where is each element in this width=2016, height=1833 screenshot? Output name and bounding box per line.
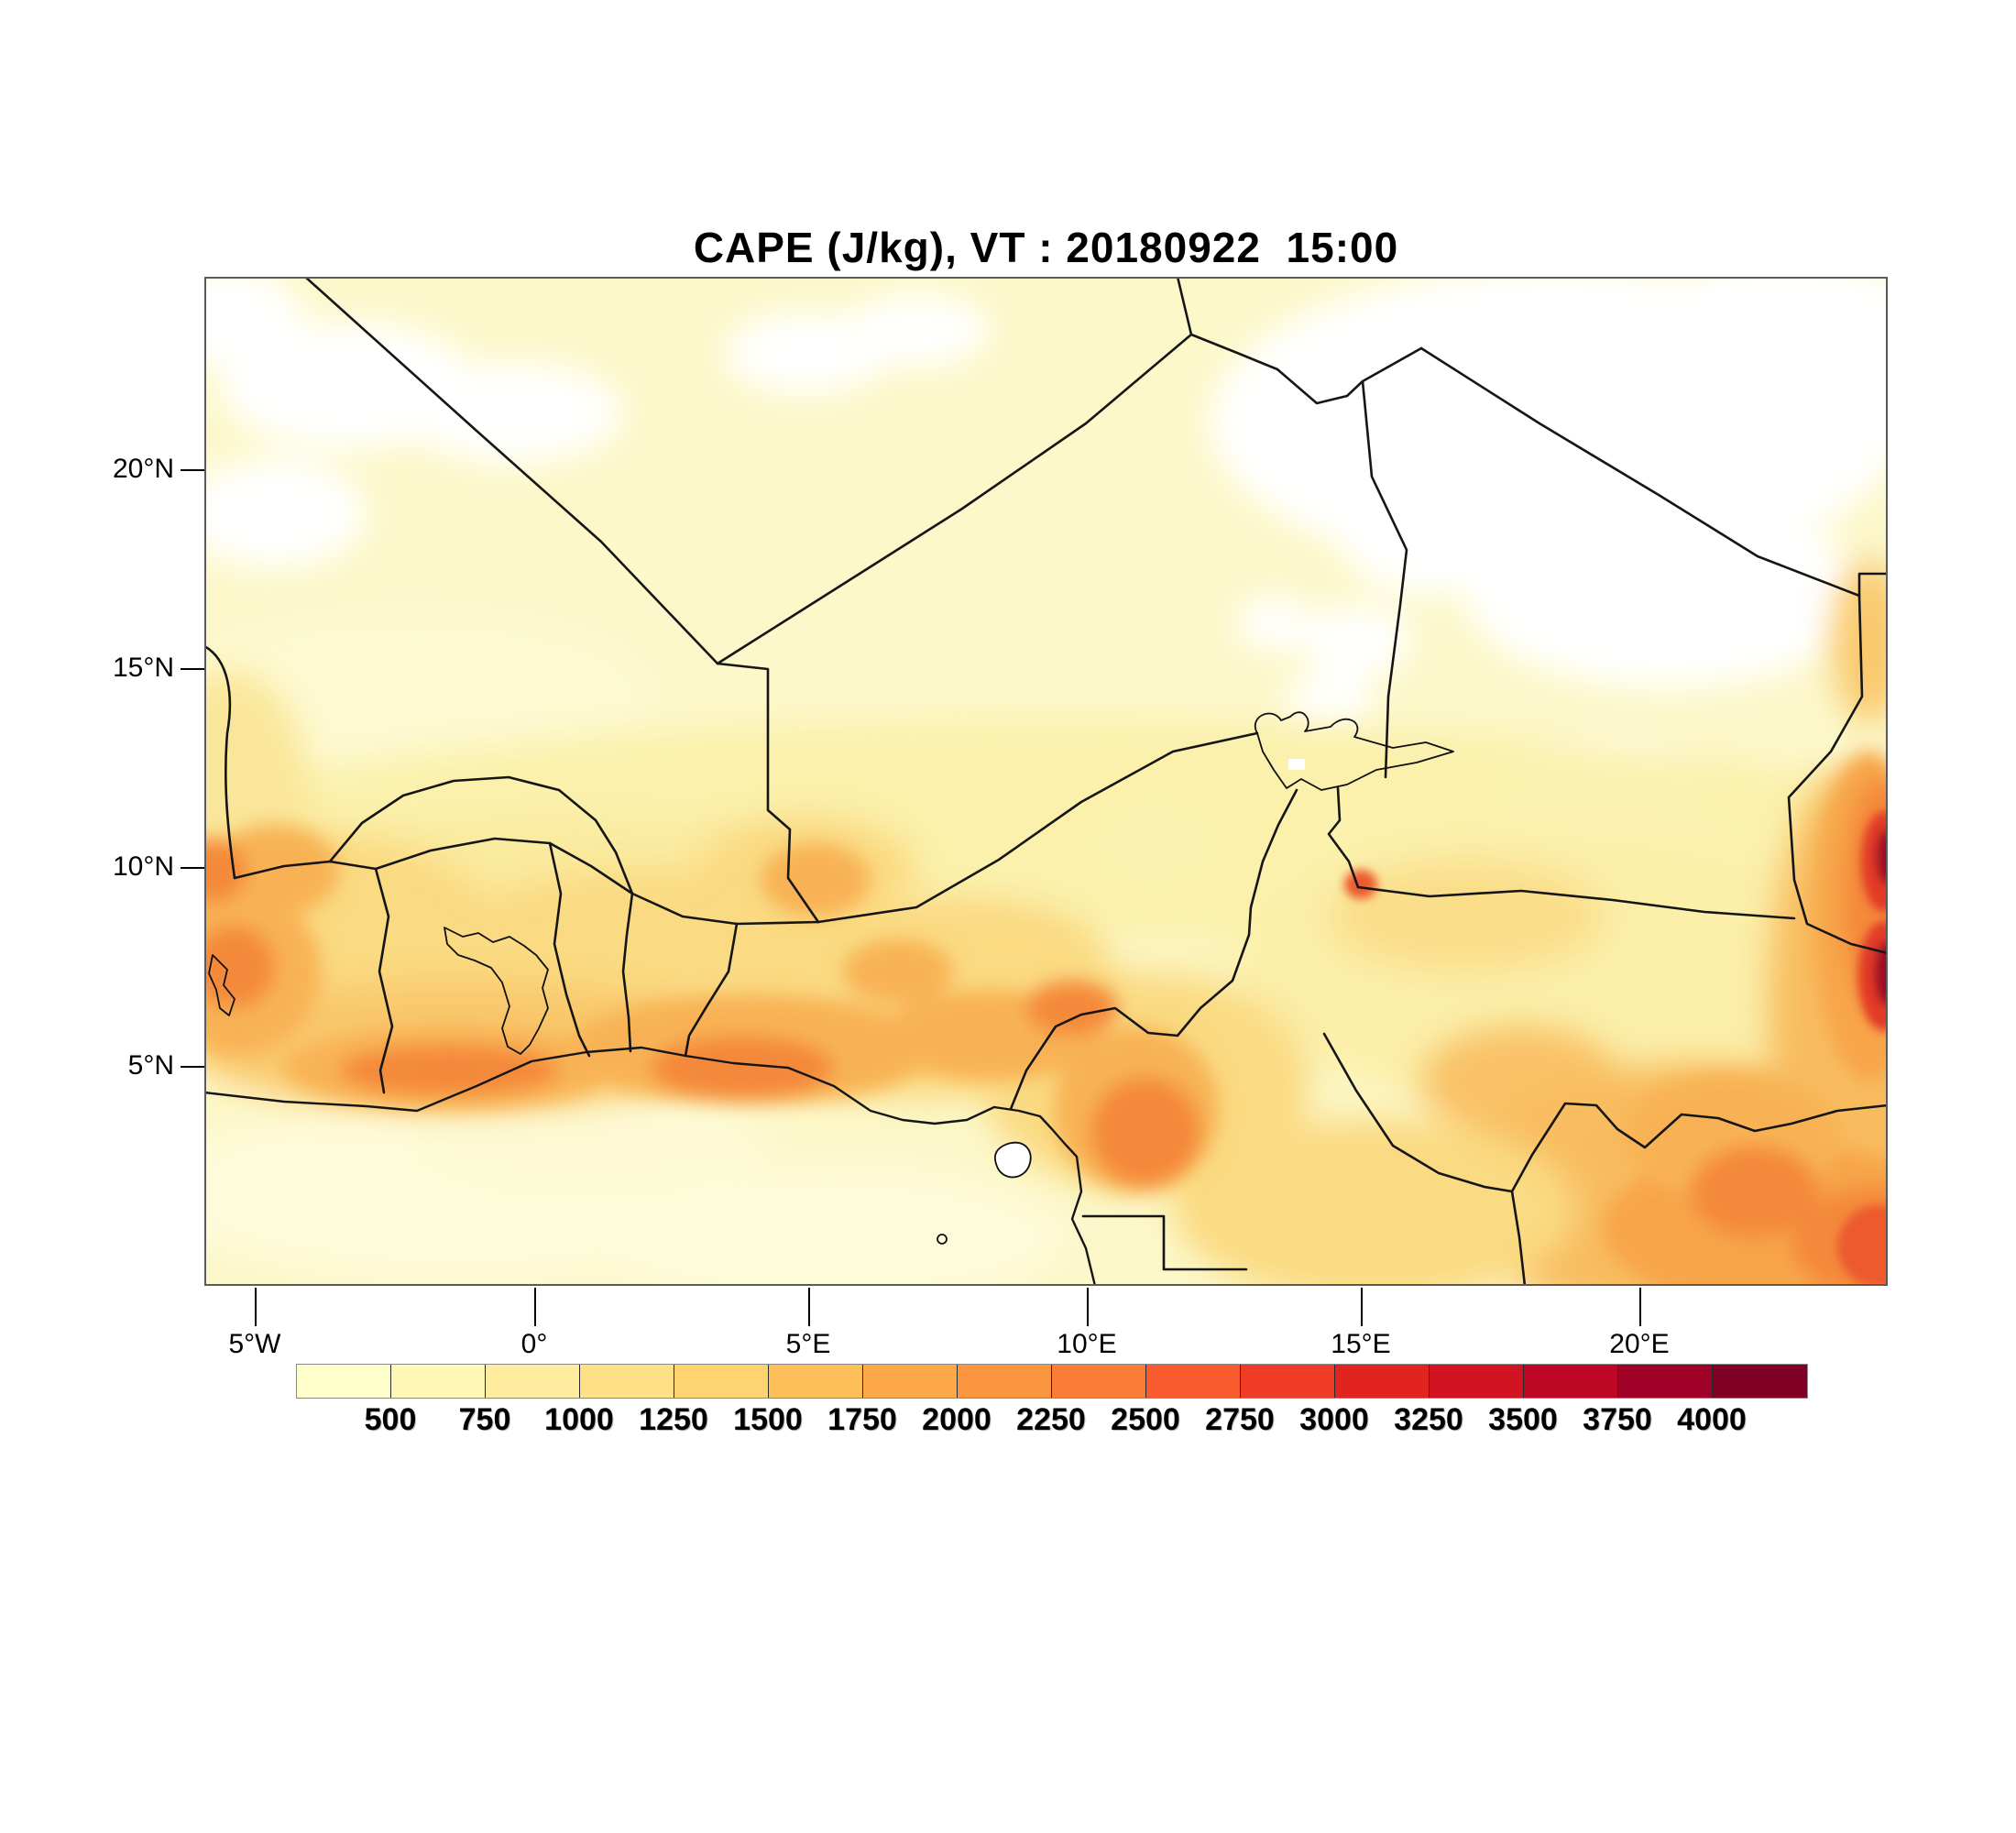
lat-tick-label: 20°N — [112, 454, 174, 484]
lake-chad — [1255, 711, 1454, 791]
sao-tome-island — [937, 1234, 948, 1245]
lat-tick-mark — [181, 469, 204, 471]
colorbar-cell — [674, 1365, 769, 1398]
colorbar-cell — [1618, 1365, 1713, 1398]
map-frame — [204, 277, 1888, 1286]
lat-tick-mark — [181, 867, 204, 869]
lat-tick-label: 5°N — [127, 1050, 174, 1081]
colorbar-tick-label: 1250 — [639, 1402, 708, 1437]
lake-volta — [444, 927, 549, 1055]
lat-tick-mark — [181, 668, 204, 670]
lon-tick-mark — [1639, 1288, 1641, 1326]
colorbar-cell — [1052, 1365, 1146, 1398]
lat-tick-label: 10°N — [112, 851, 174, 882]
lake-cote-divoire — [208, 954, 236, 1016]
colorbar-tick-label: 1750 — [827, 1402, 897, 1437]
colorbar-cell — [958, 1365, 1052, 1398]
colorbar-cell — [297, 1365, 391, 1398]
colorbar-tick-label: 4000 — [1677, 1402, 1747, 1437]
cape-map-canvas — [204, 277, 1888, 1286]
colorbar-tick-label: 3500 — [1488, 1402, 1558, 1437]
colorbar-tick-label: 500 — [364, 1402, 417, 1437]
lon-tick-mark — [1361, 1288, 1363, 1326]
colorbar-tick-label: 2250 — [1016, 1402, 1086, 1437]
colorbar-cell — [1430, 1365, 1524, 1398]
page-title: CAPE (J/kg), VT : 20180922 15:00 — [693, 224, 1399, 271]
colorbar-cell — [1713, 1365, 1807, 1398]
lon-tick-mark — [1087, 1288, 1089, 1326]
colorbar-tick-label: 1500 — [733, 1402, 803, 1437]
lon-tick-label: 10°E — [1057, 1329, 1117, 1359]
lake-chad-island — [1288, 759, 1305, 770]
colorbar-cell — [1241, 1365, 1335, 1398]
lon-tick-label: 20°E — [1609, 1329, 1670, 1359]
lon-tick-label: 15°E — [1331, 1329, 1391, 1359]
colorbar-cell — [391, 1365, 486, 1398]
colorbar-cell — [769, 1365, 863, 1398]
lon-tick-label: 0° — [520, 1329, 548, 1359]
colorbar-tick-label: 3750 — [1583, 1402, 1652, 1437]
colorbar — [296, 1364, 1808, 1399]
colorbar-cell — [580, 1365, 674, 1398]
bioko-island — [993, 1141, 1032, 1179]
colorbar-cell — [1524, 1365, 1618, 1398]
colorbar-tick-label: 2000 — [922, 1402, 992, 1437]
colorbar-cell — [486, 1365, 580, 1398]
colorbar-cell — [1146, 1365, 1241, 1398]
country-borders — [204, 277, 1888, 1286]
lon-tick-label: 5°W — [228, 1329, 281, 1359]
colorbar-tick-label: 3250 — [1394, 1402, 1463, 1437]
lon-tick-mark — [255, 1288, 257, 1326]
lon-tick-label: 5°E — [785, 1329, 831, 1359]
colorbar-tick-label: 2500 — [1111, 1402, 1180, 1437]
colorbar-cell — [863, 1365, 958, 1398]
lat-tick-mark — [181, 1066, 204, 1068]
lakes-and-islands — [208, 711, 1454, 1245]
colorbar-tick-label: 1000 — [544, 1402, 614, 1437]
lon-tick-mark — [534, 1288, 536, 1326]
colorbar-tick-label: 2750 — [1205, 1402, 1275, 1437]
colorbar-tick-label: 3000 — [1299, 1402, 1369, 1437]
colorbar-tick-label: 750 — [458, 1402, 511, 1437]
lat-tick-label: 15°N — [112, 653, 174, 683]
lon-tick-mark — [808, 1288, 810, 1326]
colorbar-cell — [1335, 1365, 1430, 1398]
